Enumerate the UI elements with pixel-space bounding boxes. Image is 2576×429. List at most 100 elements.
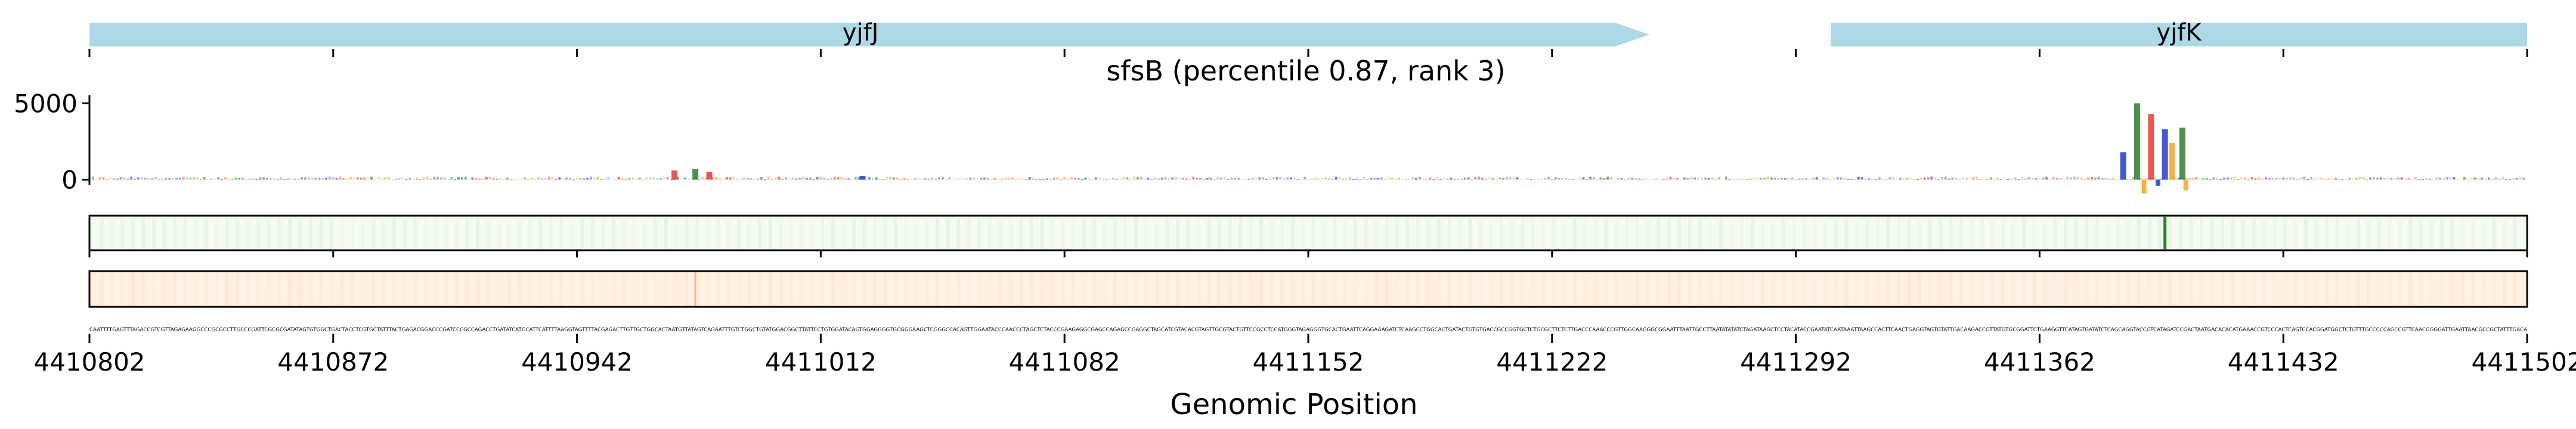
logo-noise-mark	[1491, 178, 1494, 180]
importance-cell	[1657, 217, 1660, 249]
logo-noise-mark	[2010, 178, 2013, 180]
importance-cell	[2106, 217, 2110, 249]
logo-noise-mark	[1488, 177, 1491, 180]
logo-noise-mark	[973, 177, 976, 180]
logo-noise-mark	[1213, 179, 1216, 181]
heat-cell	[768, 272, 772, 306]
logo-noise-mark	[1826, 178, 1829, 180]
logo-noise-mark	[2114, 179, 2117, 181]
logo-noise-mark	[2178, 178, 2180, 180]
logo-noise-mark	[844, 178, 847, 180]
logo-noise-mark	[1457, 178, 1460, 180]
logo-noise-mark	[1073, 178, 1076, 180]
importance-cell	[2221, 217, 2225, 249]
logo-noise-mark	[1265, 179, 1268, 181]
logo-noise-mark	[1450, 178, 1453, 180]
heat-cell	[2147, 272, 2151, 306]
logo-noise-mark	[575, 177, 578, 180]
importance-cell	[236, 217, 240, 249]
logo-noise-mark	[785, 176, 787, 180]
logo-negative-mark	[2183, 179, 2188, 191]
heat-cell	[1876, 272, 1880, 306]
heat-cell	[852, 272, 856, 306]
importance-cell	[789, 217, 793, 249]
logo-noise-mark	[1091, 179, 1094, 181]
logo-peak	[2179, 128, 2185, 180]
logo-noise-mark	[2080, 177, 2083, 180]
logo-noise-mark	[398, 178, 401, 180]
importance-cell	[2513, 217, 2517, 249]
importance-cell	[1405, 217, 1410, 249]
logo-noise-mark	[1888, 177, 1891, 180]
logo-noise-mark	[910, 178, 913, 180]
logo-noise-mark	[2059, 178, 2062, 180]
importance-cell	[2137, 217, 2141, 249]
logo-noise-mark	[1676, 178, 1679, 180]
logo-noise-mark	[2174, 177, 2177, 180]
logo-noise-mark	[544, 178, 547, 180]
logo-noise-mark	[586, 178, 589, 180]
logo-noise-mark	[2038, 178, 2041, 180]
heat-cell	[1552, 272, 1556, 306]
logo-noise-mark	[502, 178, 505, 180]
logo-noise-mark	[1052, 178, 1055, 180]
logo-noise-mark	[1119, 179, 1122, 181]
heat-cell	[1593, 272, 1597, 306]
logo-noise-mark	[2352, 178, 2354, 180]
logo-noise-mark	[1262, 177, 1265, 180]
importance-cell	[2293, 217, 2298, 249]
logo-noise-mark	[1366, 179, 1369, 181]
importance-cell	[1353, 217, 1357, 249]
heat-cell	[987, 272, 992, 306]
logo-noise-mark	[1805, 178, 1808, 180]
logo-noise-mark	[1843, 178, 1846, 180]
logo-noise-mark	[178, 177, 181, 180]
importance-cell	[977, 217, 982, 249]
gene-annotation-track: yjfJ yjfK	[88, 19, 2528, 57]
x-tick-label: 4411082	[1009, 347, 1120, 377]
logo-noise-mark	[286, 178, 289, 180]
logo-noise-mark	[1418, 176, 1421, 180]
logo-noise-mark	[1018, 178, 1021, 180]
logo-noise-mark	[687, 178, 690, 180]
importance-cell	[1186, 217, 1190, 249]
heat-cell	[1865, 272, 1869, 306]
heat-cell	[1092, 272, 1096, 306]
heat-cell	[1834, 272, 1838, 306]
logo-noise-mark	[1864, 179, 1867, 180]
importance-cell	[465, 217, 469, 249]
heat-cell	[977, 272, 982, 306]
logo-noise-mark	[457, 177, 460, 180]
logo-noise-mark	[1909, 177, 1912, 180]
logo-noise-mark	[2445, 177, 2448, 180]
logo-noise-mark	[2358, 176, 2361, 180]
logo-noise-mark	[1951, 178, 1954, 180]
heat-cell	[1207, 272, 1211, 306]
importance-cell	[1437, 217, 1441, 249]
importance-cell	[2304, 217, 2308, 249]
heat-cell	[569, 272, 574, 306]
importance-cell	[1698, 217, 1702, 249]
heat-cell	[747, 272, 751, 306]
logo-noise-mark	[959, 178, 961, 180]
importance-cell	[1082, 217, 1086, 249]
logo-noise-mark	[969, 178, 972, 180]
logo-noise-mark	[2362, 177, 2365, 180]
logo-noise-mark	[210, 178, 213, 180]
logo-noise-mark	[307, 177, 310, 180]
logo-noise-mark	[439, 177, 442, 180]
heat-cell	[2482, 272, 2486, 306]
logo-noise-mark	[509, 179, 512, 181]
logo-noise-mark	[280, 177, 283, 180]
importance-cell	[1552, 217, 1556, 249]
heat-cell	[1395, 272, 1399, 306]
heat-cell	[2513, 272, 2517, 306]
logo-noise-mark	[1631, 178, 1634, 180]
heat-cell	[1113, 272, 1117, 306]
heat-cell	[1677, 272, 1682, 306]
logo-noise-mark	[415, 178, 418, 180]
logo-noise-mark	[965, 178, 968, 180]
logo-noise-mark	[1735, 178, 1738, 180]
heat-cell	[2335, 272, 2339, 306]
logo-noise-mark	[168, 178, 171, 180]
